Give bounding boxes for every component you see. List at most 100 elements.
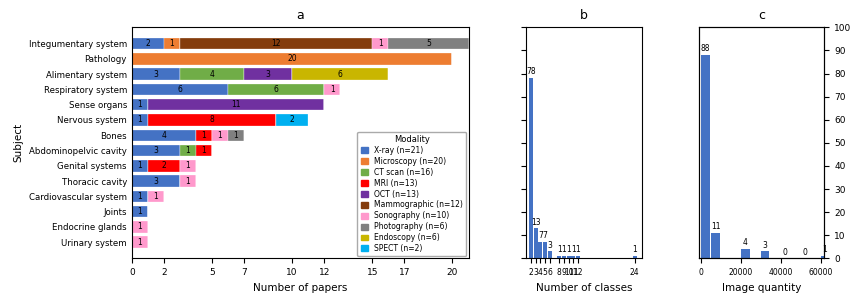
Text: 1: 1 [562, 245, 566, 254]
Bar [180, 145, 196, 156]
Text: 2: 2 [162, 161, 167, 170]
Y-axis label: Subject: Subject [13, 123, 23, 162]
Title: b: b [580, 9, 588, 22]
Bar [543, 242, 547, 258]
Bar [132, 160, 148, 171]
Text: 6: 6 [178, 85, 182, 94]
Text: 1: 1 [138, 223, 142, 231]
Bar [276, 114, 309, 126]
Bar [632, 256, 637, 258]
Text: 1: 1 [138, 161, 142, 170]
Text: 3: 3 [153, 70, 158, 79]
Text: 1: 1 [138, 192, 142, 201]
Bar [132, 175, 180, 187]
Bar [132, 99, 148, 110]
Bar [132, 84, 228, 95]
Text: 1: 1 [575, 245, 581, 254]
Text: 4: 4 [743, 238, 748, 247]
Text: 3: 3 [762, 241, 768, 250]
Text: 4: 4 [209, 70, 214, 79]
Text: 6: 6 [337, 70, 343, 79]
Bar [567, 256, 570, 258]
Bar [180, 160, 196, 171]
X-axis label: Image quantity: Image quantity [722, 283, 802, 293]
Text: 78: 78 [526, 67, 536, 76]
Bar [548, 251, 552, 258]
Title: a: a [297, 9, 304, 22]
Bar [132, 191, 148, 202]
Text: 1: 1 [138, 100, 142, 109]
Bar [148, 114, 276, 126]
Bar [132, 114, 148, 126]
Bar [539, 242, 542, 258]
Text: 0: 0 [802, 247, 808, 257]
Text: 3: 3 [153, 146, 158, 155]
Text: 1: 1 [185, 177, 190, 185]
Text: 3: 3 [265, 70, 270, 79]
Bar [711, 233, 720, 258]
X-axis label: Number of classes: Number of classes [536, 283, 632, 293]
Bar [701, 55, 710, 258]
Bar [180, 68, 244, 80]
Text: 1: 1 [138, 238, 142, 247]
Text: 3: 3 [153, 177, 158, 185]
Bar [132, 221, 148, 233]
Text: 1: 1 [330, 85, 335, 94]
Text: 1: 1 [557, 245, 562, 254]
Bar [148, 160, 180, 171]
Text: 1: 1 [185, 146, 190, 155]
Bar [132, 53, 452, 64]
Text: 5: 5 [426, 39, 431, 48]
Bar [761, 251, 769, 258]
Bar [180, 38, 372, 49]
Bar [148, 99, 324, 110]
Bar [820, 256, 829, 258]
Bar [228, 130, 244, 141]
Bar [244, 68, 292, 80]
Bar [132, 130, 196, 141]
Text: 11: 11 [711, 222, 720, 231]
Text: 13: 13 [531, 218, 541, 226]
Bar [562, 256, 566, 258]
Text: 1: 1 [169, 39, 174, 48]
Bar [388, 38, 468, 49]
Bar [164, 38, 180, 49]
Text: 1: 1 [822, 245, 827, 254]
Text: 88: 88 [701, 44, 711, 53]
Text: 8: 8 [210, 116, 214, 124]
Bar [741, 249, 750, 258]
Text: 2: 2 [290, 116, 294, 124]
Text: 4: 4 [162, 131, 167, 140]
Text: 7: 7 [542, 231, 547, 240]
Bar [196, 130, 212, 141]
Text: 1: 1 [138, 116, 142, 124]
Text: 7: 7 [538, 231, 543, 240]
Text: 1: 1 [154, 192, 158, 201]
Text: 1: 1 [378, 39, 382, 48]
Bar [324, 84, 340, 95]
Text: 1: 1 [138, 207, 142, 216]
Bar [148, 191, 164, 202]
Text: 0: 0 [783, 247, 787, 257]
Bar [132, 68, 180, 80]
Title: c: c [758, 9, 766, 22]
Bar [292, 68, 388, 80]
Text: 1: 1 [632, 245, 637, 254]
Bar [558, 256, 561, 258]
Text: 20: 20 [287, 54, 297, 63]
Bar [132, 237, 148, 248]
Text: 1: 1 [566, 245, 571, 254]
Bar [571, 256, 575, 258]
Text: 6: 6 [274, 85, 279, 94]
Bar [576, 256, 580, 258]
Text: 1: 1 [185, 161, 190, 170]
Bar [372, 38, 388, 49]
Text: 11: 11 [231, 100, 241, 109]
Bar [132, 206, 148, 217]
Text: 1: 1 [218, 131, 223, 140]
Text: 3: 3 [547, 241, 552, 250]
Legend: X-ray (n=21), Microscopy (n=20), CT scan (n=16), MRI (n=13), OCT (n=13), Mammogr: X-ray (n=21), Microscopy (n=20), CT scan… [358, 132, 466, 256]
Bar [132, 38, 164, 49]
Bar [132, 145, 180, 156]
Text: 1: 1 [201, 146, 207, 155]
